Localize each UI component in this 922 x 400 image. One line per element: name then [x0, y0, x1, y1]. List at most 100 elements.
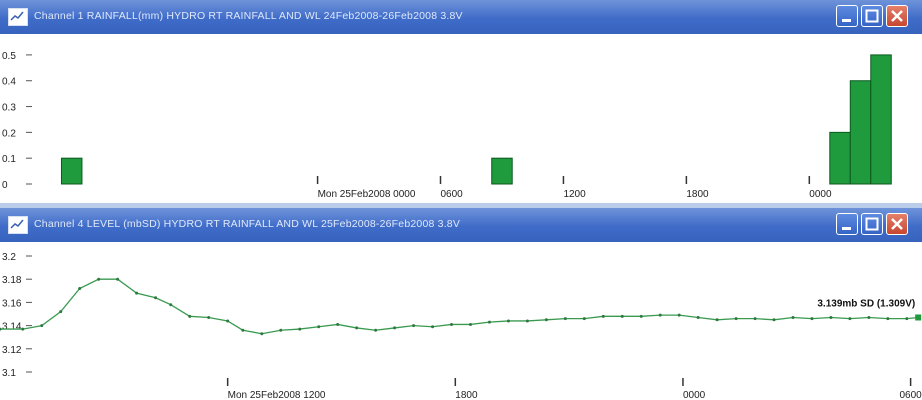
level-point [544, 318, 548, 322]
maximize-button[interactable] [861, 5, 883, 27]
minimize-icon [842, 19, 851, 22]
level-point [487, 320, 491, 324]
level-point [468, 322, 472, 326]
y-tick-label: 0.3 [2, 103, 16, 114]
level-point [677, 313, 681, 317]
level-point [116, 277, 120, 281]
level-point [753, 317, 757, 321]
level-point [431, 325, 435, 329]
chart-icon [8, 216, 28, 234]
level-point [40, 324, 44, 328]
level-point [154, 296, 158, 300]
level-point [298, 327, 302, 331]
level-window: Channel 4 LEVEL (mbSD) HYDRO RT RAINFALL… [0, 208, 922, 400]
level-plot-area[interactable]: 3.1 3.12 3.14 3.16 3.18 3.2 Mon 25Feb2008 1200… [0, 242, 922, 400]
level-window-titlebar[interactable]: Channel 4 LEVEL (mbSD) HYDRO RT RAINFALL… [0, 208, 922, 242]
current-value-readout: 3.139mb SD (1.309V) [817, 298, 915, 309]
y-tick-label: 0.1 [2, 154, 16, 165]
minimize-button[interactable] [836, 5, 858, 27]
level-point [867, 315, 871, 319]
y-tick-label: 3.1 [2, 368, 16, 379]
rainfall-bar [870, 54, 892, 185]
x-tick-label: 0600 [899, 390, 922, 400]
y-tick-label: 3.18 [2, 275, 22, 286]
rainfall-chart: 0 0.1 0.2 0.3 0.4 0.5 Mon 25Feb2008 0000 0600 12… [2, 51, 892, 200]
level-point [59, 310, 63, 314]
level-point [207, 315, 211, 319]
y-tick-label: 3.16 [2, 298, 22, 309]
y-tick-label: 3.2 [2, 252, 16, 263]
level-point [563, 317, 567, 321]
minimize-icon [842, 227, 851, 230]
rainfall-window-title: Channel 1 RAINFALL(mm) HYDRO RT RAINFALL… [34, 10, 463, 22]
rainfall-window-titlebar[interactable]: Channel 1 RAINFALL(mm) HYDRO RT RAINFALL… [0, 0, 922, 34]
level-point [810, 317, 814, 321]
close-icon [891, 218, 903, 230]
maximize-icon [865, 217, 879, 231]
close-button[interactable] [886, 213, 908, 235]
x-tick-label: 0600 [441, 189, 464, 200]
level-point [97, 277, 101, 281]
level-point [317, 325, 321, 329]
level-point [905, 317, 909, 321]
y-tick-label: 0.5 [2, 51, 16, 62]
rainfall-bar [849, 80, 872, 185]
level-point [279, 328, 283, 332]
y-tick-label: 0 [2, 180, 8, 191]
level-point [696, 315, 700, 319]
level-point [620, 314, 624, 318]
level-point [734, 317, 738, 321]
current-value-marker [915, 314, 922, 321]
level-point [260, 332, 264, 336]
level-point [886, 317, 890, 321]
rainfall-bar [60, 157, 83, 185]
maximize-icon [865, 9, 879, 23]
level-point [601, 314, 605, 318]
x-tick-label: Mon 25Feb2008 0000 [318, 189, 416, 200]
level-point [0, 327, 2, 331]
minimize-button[interactable] [836, 213, 858, 235]
level-point [658, 313, 662, 317]
level-point [393, 326, 397, 330]
rainfall-plot-area[interactable]: 0 0.1 0.2 0.3 0.4 0.5 Mon 25Feb2008 0000 0600 12… [0, 34, 922, 203]
x-tick-label: Mon 25Feb2008 1200 [228, 390, 326, 400]
x-tick-label: 1800 [455, 390, 478, 400]
x-tick-label: 1800 [686, 189, 709, 200]
x-tick-label: 1200 [563, 189, 586, 200]
close-button[interactable] [886, 5, 908, 27]
x-tick-label: 0000 [809, 189, 832, 200]
rainfall-bar [829, 131, 851, 185]
level-point [188, 314, 192, 318]
level-point [525, 319, 529, 323]
y-tick-label: 0.4 [2, 77, 16, 88]
level-chart: 3.1 3.12 3.14 3.16 3.18 3.2 Mon 25Feb2008 1200… [0, 252, 922, 400]
level-point [21, 327, 25, 331]
y-tick-label: 3.14 [2, 322, 22, 333]
y-tick-label: 3.12 [2, 345, 22, 356]
chart-icon [8, 8, 28, 26]
level-point [450, 322, 454, 326]
x-tick-label: 0000 [683, 390, 706, 400]
level-point [715, 318, 719, 322]
rainfall-window: Channel 1 RAINFALL(mm) HYDRO RT RAINFALL… [0, 0, 922, 203]
level-point [226, 319, 230, 323]
level-window-title: Channel 4 LEVEL (mbSD) HYDRO RT RAINFALL… [34, 218, 461, 230]
level-point [791, 315, 795, 319]
level-point [374, 328, 378, 332]
level-point [78, 286, 82, 290]
level-point [336, 322, 340, 326]
level-point [241, 328, 245, 332]
maximize-button[interactable] [861, 213, 883, 235]
rainfall-bar [491, 157, 513, 185]
level-point [582, 317, 586, 321]
level-line [0, 278, 919, 335]
level-point [639, 314, 643, 318]
level-point [848, 317, 852, 321]
level-point [135, 291, 139, 295]
level-point [829, 315, 833, 319]
level-point [355, 326, 359, 330]
level-point [506, 319, 510, 323]
level-point [772, 318, 776, 322]
y-tick-label: 0.2 [2, 128, 16, 139]
close-icon [891, 10, 903, 22]
